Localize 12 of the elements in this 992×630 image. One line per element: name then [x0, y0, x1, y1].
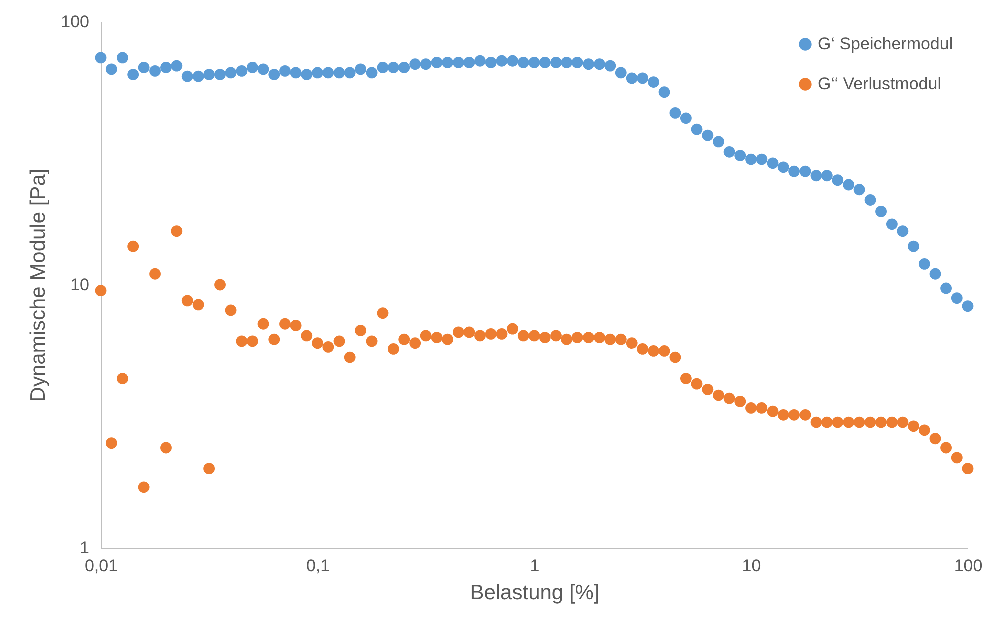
y-tick-label: 10	[70, 276, 90, 294]
legend-label: G‘ Speichermodul	[818, 34, 954, 54]
x-axis-title: Belastung [%]	[470, 582, 600, 604]
y-tick-label: 1	[80, 538, 90, 558]
x-tick-label: 10	[742, 556, 762, 576]
x-tick-label: 1	[530, 556, 540, 576]
y-tick-label: 100	[61, 12, 90, 32]
y-axis-title: Dynamische Module [Pa]	[27, 168, 50, 402]
legend-label: G‘‘ Verlustmodul	[818, 74, 942, 94]
x-tick-label: 0,01	[84, 556, 118, 576]
x-tick-label: 0,1	[306, 556, 330, 576]
x-tick-label: 100	[954, 556, 983, 576]
